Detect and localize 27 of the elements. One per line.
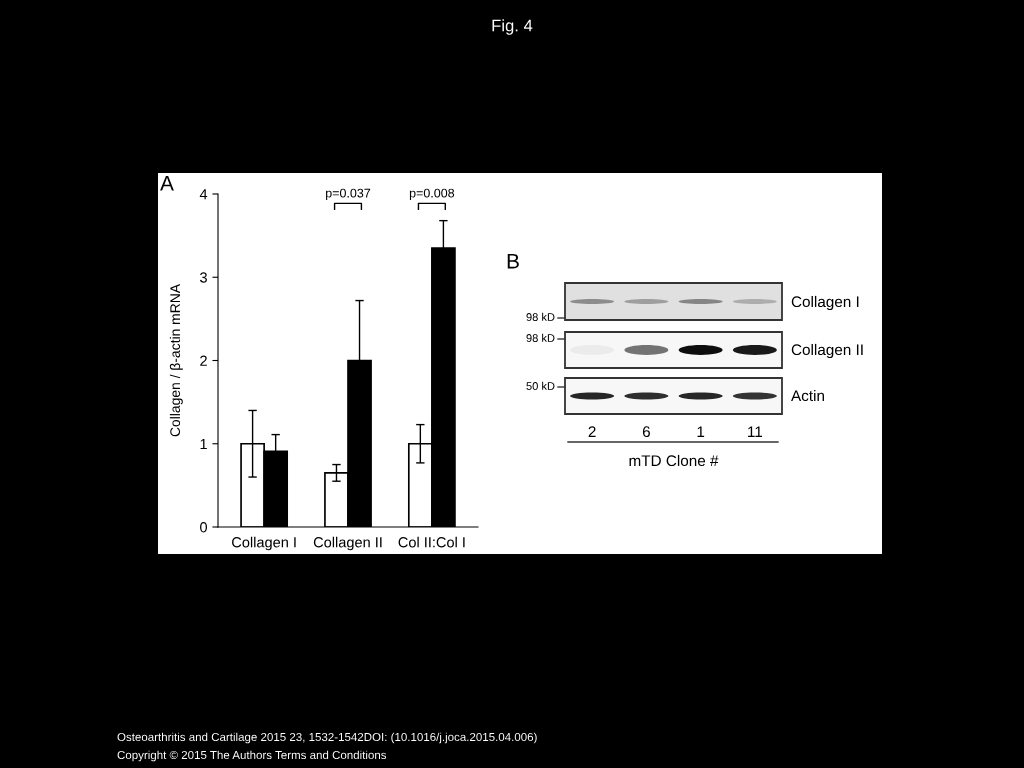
x-tick-label: Col II:Col I (398, 536, 465, 548)
text: Copyright © 2015 The Authors Terms and Conditions (117, 750, 387, 762)
text: Actin (791, 389, 824, 402)
text: B (507, 254, 519, 269)
annotation: p=0.037 (326, 188, 371, 200)
text: Osteoarthritis and Cartilage 2015 23, 1532-1542DOI: (10.1016/j.joca.2015.04.006) (117, 732, 537, 744)
y-tick-label: 1 (200, 439, 207, 450)
x-tick-label: Collagen II (313, 536, 382, 551)
y-tick-label: 3 (200, 272, 207, 283)
category-label: 2 (588, 426, 596, 437)
category-label: 1 (697, 426, 705, 437)
text: 98 kD (526, 312, 555, 321)
text: Fig. 4 (492, 19, 533, 35)
y-tick-label: 0 (200, 522, 208, 533)
y-tick-label: 4 (199, 189, 208, 200)
chart-title: A (160, 176, 174, 191)
text: Collagen I (791, 295, 859, 311)
text: Collagen II (791, 343, 863, 359)
x-tick-label: Collagen I (232, 536, 296, 551)
category-label: 11 (748, 426, 763, 437)
category-label: 6 (642, 426, 650, 438)
y-axis-title: Collagen / β-actin mRNA (169, 283, 183, 437)
text: 50 kD (526, 381, 555, 390)
text: 98 kD (526, 333, 555, 342)
y-tick-label: 2 (200, 355, 207, 366)
annotation: p=0.008 (409, 188, 455, 200)
text: mTD Clone # (629, 454, 719, 467)
